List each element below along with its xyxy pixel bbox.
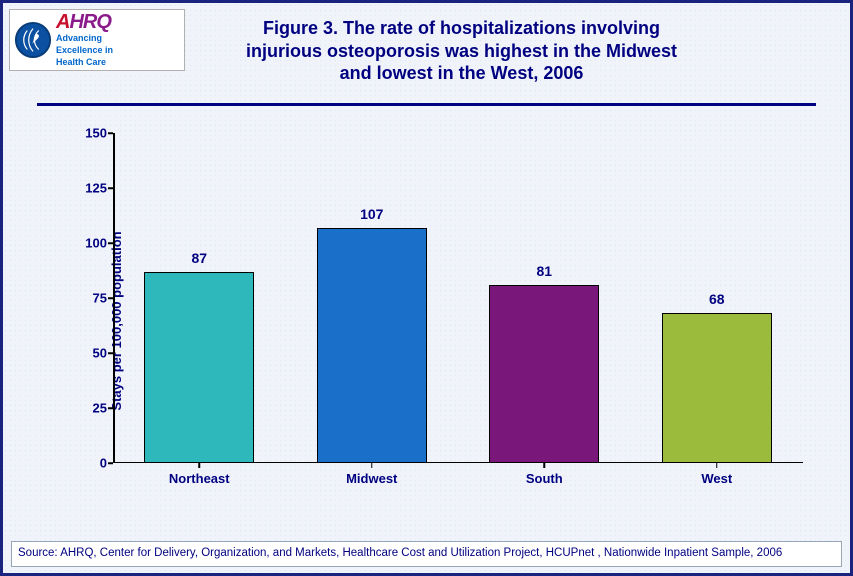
x-tick-label: Northeast — [129, 471, 269, 486]
title-line-1: Figure 3. The rate of hospitalizations i… — [193, 17, 730, 40]
ahrq-tagline-1: Advancing — [56, 34, 113, 44]
bar-value-label: 107 — [360, 206, 383, 222]
y-tick-label: 25 — [73, 401, 107, 416]
y-tick-mark — [108, 132, 113, 134]
bar-group: 68 — [662, 291, 772, 463]
bar — [144, 272, 254, 463]
ahrq-wordmark: AHRQ — [56, 12, 113, 32]
bar-value-label: 68 — [709, 291, 725, 307]
y-tick-mark — [108, 352, 113, 354]
plot-region: 025507510012515087Northeast107Midwest81S… — [113, 133, 803, 463]
ahrq-letters-hrq: HRQ — [69, 11, 110, 33]
y-tick-label: 125 — [73, 181, 107, 196]
ahrq-tagline-3: Health Care — [56, 58, 113, 68]
bar — [489, 285, 599, 463]
figure-container: AHRQ Advancing Excellence in Health Care… — [0, 0, 853, 576]
chart-area: Stays per 100,000 population 02550751001… — [33, 123, 823, 518]
ahrq-text-block: AHRQ Advancing Excellence in Health Care — [56, 12, 113, 68]
bar — [662, 313, 772, 463]
bar-group: 87 — [144, 250, 254, 463]
ahrq-letter-a: A — [56, 11, 69, 33]
source-footnote: Source: AHRQ, Center for Delivery, Organ… — [11, 541, 842, 567]
y-tick-mark — [108, 407, 113, 409]
y-tick-label: 150 — [73, 126, 107, 141]
ahrq-tagline-2: Excellence in — [56, 46, 113, 56]
bar-group: 107 — [317, 206, 427, 463]
title-line-3: and lowest in the West, 2006 — [193, 62, 730, 85]
bar-value-label: 81 — [536, 263, 552, 279]
x-tick-mark — [544, 463, 546, 468]
header-divider — [37, 103, 816, 106]
y-tick-mark — [108, 187, 113, 189]
x-tick-label: Midwest — [302, 471, 442, 486]
y-tick-label: 0 — [73, 456, 107, 471]
x-tick-label: West — [647, 471, 787, 486]
title-line-2: injurious osteoporosis was highest in th… — [193, 40, 730, 63]
x-tick-mark — [199, 463, 201, 468]
x-tick-mark — [371, 463, 373, 468]
y-tick-label: 100 — [73, 236, 107, 251]
y-tick-mark — [108, 297, 113, 299]
ahrq-logo-box: AHRQ Advancing Excellence in Health Care — [9, 9, 185, 71]
header: AHRQ Advancing Excellence in Health Care… — [3, 3, 850, 125]
y-tick-mark — [108, 242, 113, 244]
bar — [317, 228, 427, 463]
y-tick-label: 50 — [73, 346, 107, 361]
x-tick-label: South — [474, 471, 614, 486]
y-tick-label: 75 — [73, 291, 107, 306]
y-axis-line — [113, 133, 115, 463]
bar-value-label: 87 — [191, 250, 207, 266]
hhs-seal-icon — [14, 21, 52, 59]
x-tick-mark — [716, 463, 718, 468]
y-tick-mark — [108, 462, 113, 464]
bar-group: 81 — [489, 263, 599, 463]
